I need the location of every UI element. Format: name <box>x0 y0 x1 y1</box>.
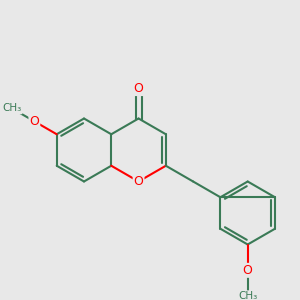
Text: O: O <box>134 175 143 188</box>
Text: CH₃: CH₃ <box>2 103 22 113</box>
Text: O: O <box>29 115 39 128</box>
Text: O: O <box>243 264 253 277</box>
Text: CH₃: CH₃ <box>238 291 257 300</box>
Text: O: O <box>134 82 143 95</box>
